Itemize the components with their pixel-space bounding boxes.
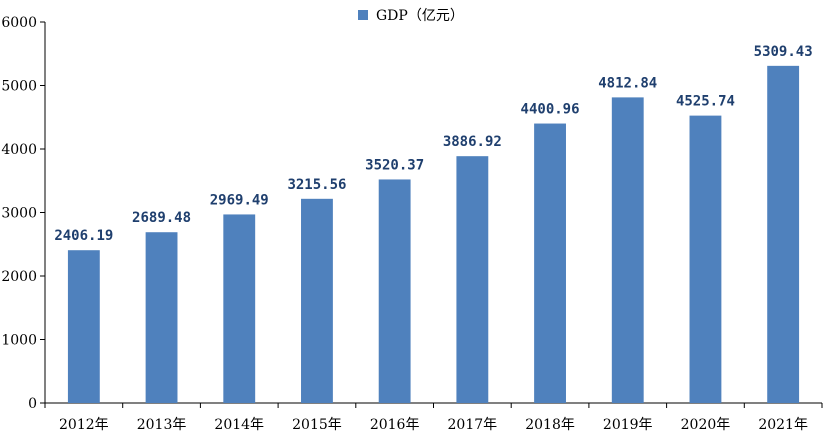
data-label: 4812.84: [598, 75, 657, 91]
x-tick-label: 2013年: [137, 417, 187, 433]
x-tick-label: 2019年: [603, 417, 653, 433]
data-label: 2406.19: [54, 228, 113, 244]
y-tick-label: 1000: [1, 333, 37, 349]
x-tick-label: 2015年: [292, 417, 342, 433]
data-label: 5309.43: [754, 44, 813, 60]
y-tick-label: 6000: [1, 15, 37, 31]
bar: [223, 214, 256, 403]
x-tick-label: 2021年: [758, 417, 808, 433]
legend-label: GDP（亿元）: [376, 8, 464, 24]
data-labels: 2406.19 2689.48 2969.49 3215.56 3520.37 3886.…: [54, 44, 812, 244]
legend: GDP（亿元）: [358, 8, 464, 24]
bar: [611, 97, 644, 404]
x-axis: 2012年 2013年 2014年 2015年 2016年 2017年 2018年 2019年…: [44, 402, 823, 433]
legend-swatch: [358, 10, 368, 20]
bar: [456, 156, 489, 403]
bar: [534, 123, 566, 404]
bars: [67, 65, 800, 404]
data-label: 3520.37: [365, 157, 424, 173]
data-label: 4400.96: [521, 102, 580, 118]
y-tick-label: 4000: [1, 142, 37, 158]
data-label: 2689.48: [132, 210, 191, 226]
x-tick-label: 2018年: [525, 417, 575, 433]
data-label: 4525.74: [676, 94, 735, 110]
x-tick-label: 2020年: [681, 417, 731, 433]
data-label: 3215.56: [287, 177, 346, 193]
bar: [378, 179, 411, 403]
y-tick-label: 0: [28, 396, 37, 412]
x-tick-label: 2017年: [448, 417, 498, 433]
x-tick-label: 2014年: [214, 417, 264, 433]
y-tick-label: 5000: [1, 79, 37, 95]
y-tick-label: 3000: [1, 206, 37, 222]
y-axis: 0 1000 2000 3000 4000 5000 6000: [1, 15, 46, 412]
x-tick-label: 2016年: [370, 417, 420, 433]
bar: [767, 65, 800, 403]
x-tick-label: 2012年: [59, 417, 109, 433]
bar: [145, 232, 178, 403]
data-label: 2969.49: [210, 192, 269, 208]
y-tick-label: 2000: [1, 269, 37, 285]
data-label: 3886.92: [443, 134, 502, 150]
bar: [689, 115, 722, 403]
bar: [301, 198, 333, 403]
bar: [67, 250, 100, 403]
